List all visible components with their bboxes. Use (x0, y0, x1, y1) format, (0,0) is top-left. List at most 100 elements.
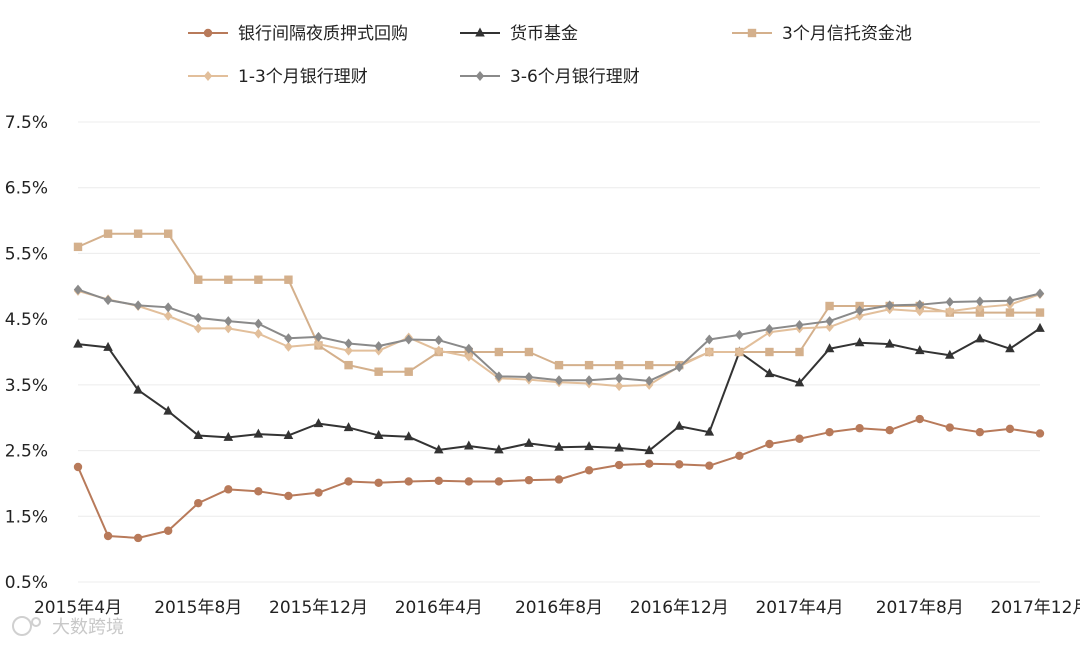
data-point (735, 451, 744, 461)
data-point (163, 302, 173, 313)
data-point (433, 444, 444, 454)
data-point (254, 275, 263, 284)
y-axis: 7.5% 6.5% 5.5% 4.5% 3.5% 2.5% 1.5% 0.5% (5, 113, 48, 593)
legend-item: 3个月信托资金池 (732, 24, 912, 44)
data-point (464, 440, 474, 450)
watermark: 大数跨境 (12, 616, 124, 638)
data-point (1005, 308, 1015, 317)
data-point (103, 229, 113, 238)
legend-marker (203, 71, 213, 81)
legend-marker (747, 28, 757, 38)
watermark-logo-icon (12, 616, 32, 636)
data-point (284, 333, 293, 344)
series-layer (73, 229, 1045, 543)
data-point (73, 338, 83, 348)
data-point (524, 475, 534, 485)
data-point (644, 360, 654, 370)
data-point (254, 487, 263, 496)
data-point (193, 429, 204, 439)
data-point (494, 477, 504, 486)
data-point (705, 334, 714, 345)
data-point (374, 341, 383, 352)
data-point (795, 434, 804, 443)
data-point (133, 229, 143, 238)
watermark-text: 大数跨境 (52, 617, 124, 638)
data-point (584, 360, 594, 370)
data-point (644, 375, 654, 386)
data-point (945, 423, 955, 432)
data-point (765, 347, 774, 357)
series-4 (73, 284, 1045, 386)
data-point (795, 347, 804, 357)
data-point (73, 284, 83, 295)
data-point (224, 316, 233, 327)
data-point (163, 310, 173, 321)
data-point (254, 318, 263, 329)
data-point (584, 466, 594, 475)
data-point (344, 345, 353, 356)
data-point (854, 337, 865, 347)
data-point (314, 339, 323, 350)
data-point (284, 341, 293, 352)
data-point (253, 428, 264, 438)
data-point (885, 300, 894, 311)
y-tick-label: 6.5% (5, 179, 48, 199)
legend-item: 银行间隔夜质押式回购 (188, 24, 408, 44)
data-point (554, 360, 564, 370)
series-line (77, 327, 1041, 452)
data-point (584, 375, 594, 386)
data-point (1035, 429, 1045, 438)
y-tick-label: 1.5% (5, 507, 48, 527)
data-point (434, 335, 443, 346)
legend-marker (475, 71, 485, 81)
data-point (584, 441, 594, 451)
data-point (224, 485, 233, 494)
data-point (825, 316, 834, 327)
data-point (404, 477, 413, 486)
data-point (1005, 295, 1015, 306)
data-point (765, 439, 774, 449)
data-point (314, 488, 323, 497)
x-tick-label: 2015年4月 (34, 598, 122, 618)
data-point (795, 320, 804, 331)
data-point (885, 426, 894, 435)
data-point (614, 360, 624, 370)
data-point (194, 312, 203, 323)
data-point (404, 367, 413, 376)
data-point (524, 371, 534, 382)
legend-item: 3-6个月银行理财 (460, 67, 640, 87)
data-point (133, 384, 143, 394)
data-point (945, 297, 955, 308)
data-point (975, 296, 985, 307)
data-point (73, 242, 83, 252)
x-tick-label: 2017年8月 (876, 598, 964, 618)
data-point (914, 345, 925, 355)
data-point (705, 347, 714, 357)
data-point (524, 347, 534, 357)
data-point (254, 328, 263, 339)
data-point (344, 360, 353, 370)
data-point (1035, 308, 1045, 317)
data-point (194, 498, 203, 508)
x-tick-label: 2016年12月 (630, 598, 729, 618)
data-point (133, 533, 143, 543)
data-point (825, 427, 834, 437)
data-point (284, 275, 293, 284)
data-point (373, 429, 384, 439)
data-point (644, 445, 654, 455)
data-point (313, 418, 324, 428)
data-point (1005, 343, 1015, 353)
watermark-logo-icon-dot (31, 617, 41, 627)
x-tick-label: 2015年12月 (269, 598, 368, 618)
data-point (884, 338, 895, 348)
data-point (344, 477, 353, 486)
data-point (554, 441, 564, 451)
data-point (73, 462, 83, 472)
series-0 (73, 414, 1045, 543)
y-tick-label: 7.5% (5, 113, 48, 133)
series-line (77, 232, 1040, 373)
data-point (343, 422, 354, 432)
legend-label: 1-3个月银行理财 (238, 67, 368, 87)
data-point (494, 371, 504, 382)
